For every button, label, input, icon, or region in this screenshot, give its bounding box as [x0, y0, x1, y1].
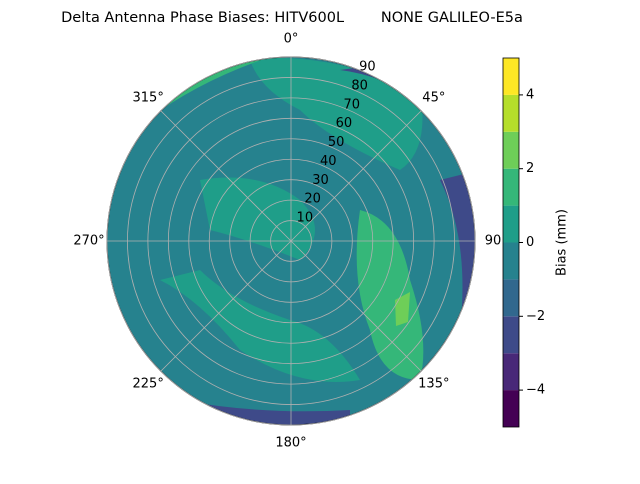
- r-tick-label: 10: [297, 211, 314, 226]
- r-tick-label: 40: [320, 154, 337, 169]
- colorbar-tick-label: 4: [526, 87, 534, 102]
- colorbar-band: [503, 58, 519, 95]
- theta-tick-label: 315°: [133, 91, 164, 106]
- r-tick-label: 60: [336, 116, 353, 131]
- grid-spoke: [290, 110, 422, 242]
- grid-spoke: [160, 240, 292, 372]
- colorbar-band: [503, 205, 519, 243]
- colorbar-band: [503, 94, 519, 132]
- colorbar-label: Bias (mm): [555, 209, 570, 276]
- colorbar-band: [503, 316, 519, 354]
- theta-tick-label: 180°: [275, 436, 306, 451]
- theta-tick-label: 225°: [133, 376, 164, 391]
- theta-tick-label: 45°: [422, 91, 445, 106]
- r-tick-label: 30: [312, 173, 329, 188]
- r-tick-label: 80: [351, 78, 368, 93]
- colorbar-tick-label: 0: [526, 235, 534, 250]
- chart-title: Delta Antenna Phase Biases: HITV600L NON…: [61, 10, 523, 26]
- colorbar-band: [503, 131, 519, 169]
- theta-tick-label: 135°: [418, 376, 449, 391]
- colorbar-band: [503, 390, 519, 427]
- colorbar-band: [503, 242, 519, 280]
- theta-tick-label: 90: [485, 234, 502, 249]
- r-tick-label: 90: [359, 60, 376, 75]
- colorbar-band: [503, 353, 519, 391]
- colorbar-band: [503, 279, 519, 317]
- colorbar-tick-label: −4: [526, 383, 545, 398]
- r-tick-label: 70: [343, 97, 360, 112]
- colorbar-band: [503, 168, 519, 206]
- colorbar-tick-label: 2: [526, 161, 534, 176]
- grid-spoke: [290, 240, 422, 372]
- theta-tick-label: 270°: [73, 234, 104, 249]
- grid-spoke: [160, 110, 292, 242]
- theta-tick-label: 0°: [284, 32, 299, 47]
- r-tick-label: 50: [328, 135, 345, 150]
- colorbar-tick-label: −2: [526, 309, 545, 324]
- r-tick-label: 20: [304, 192, 321, 207]
